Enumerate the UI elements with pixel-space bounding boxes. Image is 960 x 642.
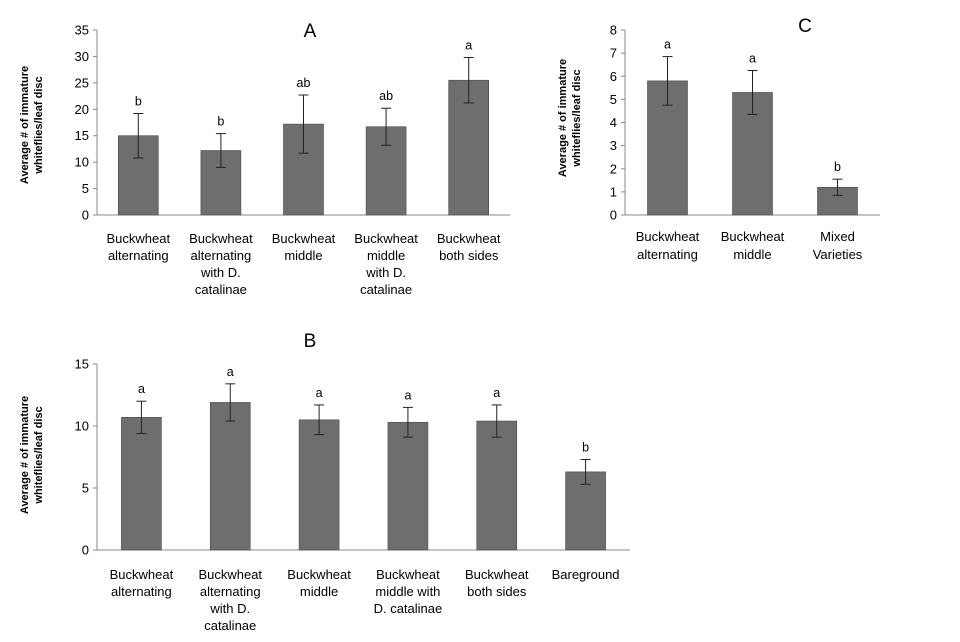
y-tick-label-b: 0 [82,543,89,558]
y-axis-label-c: Average # of immature whiteflies/leaf dis… [557,59,583,177]
significance-label-c-2: b [834,160,841,174]
y-axis-label-a: Average # of immature whiteflies/leaf dis… [19,66,45,184]
panel-title-a: A [304,21,317,42]
significance-label-c-0: a [664,38,671,52]
significance-label-a-4: a [465,38,472,52]
category-label-b-2: Buckwheat middle [287,567,351,599]
category-label-c-0: Buckwheat alternating [636,229,700,262]
category-label-b-0: Buckwheat alternating [110,567,174,599]
bar-b-0 [121,417,162,551]
category-label-b-4: Buckwheat both sides [465,567,529,599]
y-tick-label-c: 1 [610,184,617,199]
significance-label-c-1: a [749,51,756,65]
y-tick-label-c: 0 [610,208,617,223]
category-label-a-0: Buckwheat alternating [107,231,171,263]
chart-panel-b: B Average # of immature whiteflies/leaf di… [19,331,630,633]
category-label-a-2: Buckwheat middle [272,231,336,263]
significance-label-b-0: a [138,382,145,396]
category-label-b-3: Buckwheat middle with D. catalinae [374,567,443,616]
y-tick-label-c: 7 [610,46,617,61]
y-tick-label-a: 25 [75,75,89,90]
category-label-a-3: Buckwheat middle with D. catalinae [354,231,418,297]
panel-title-b: B [304,331,317,352]
significance-label-b-3: a [404,388,411,402]
category-label-b-1: Buckwheat alternating with D. catalinae [198,567,262,633]
y-axis-label-b: Average # of immature whiteflies/leaf dis… [19,396,45,514]
significance-label-a-3: ab [379,89,393,103]
y-tick-label-b: 5 [82,481,89,496]
y-tick-label-c: 2 [610,161,617,176]
y-tick-label-c: 8 [610,23,617,38]
significance-label-b-4: a [493,386,500,400]
chart-panel-a: A Average # of immature whiteflies/leaf di… [19,21,510,297]
bar-b-4 [476,420,518,551]
y-tick-label-a: 30 [75,49,89,64]
bar-b-2 [298,419,340,551]
significance-label-b-1: a [227,365,234,379]
bar-b-1 [209,402,251,551]
category-label-a-4: Buckwheat both sides [437,231,501,263]
category-label-c-1: Buckwheat middle [721,229,785,262]
significance-label-a-1: b [217,115,224,129]
panel-title-c: C [798,16,812,37]
y-tick-label-a: 10 [75,155,89,170]
bar-b-5 [565,471,606,551]
y-tick-label-a: 35 [75,23,89,38]
y-tick-label-b: 10 [75,419,89,434]
category-label-a-1: Buckwheat alternating with D. catalinae [189,231,253,297]
y-tick-label-b: 15 [75,357,89,372]
y-tick-label-a: 20 [75,102,89,117]
bar-b-3 [387,421,429,551]
chart-panel-c: C Average # of immature whiteflies/leaf di… [557,16,880,262]
bar-a-2 [283,123,324,216]
significance-label-b-2: a [316,386,323,400]
y-tick-label-a: 0 [82,208,89,223]
y-tick-label-c: 6 [610,69,617,84]
y-tick-label-c: 3 [610,138,617,153]
y-tick-label-a: 5 [82,181,89,196]
y-tick-label-c: 5 [610,92,617,107]
y-tick-label-c: 4 [610,115,617,130]
y-tick-label-a: 15 [75,128,89,143]
significance-label-a-0: b [135,95,142,109]
category-label-b-5: Bareground [552,567,620,582]
significance-label-b-5: b [582,440,589,454]
category-label-c-2: Mixed Varieties [813,229,863,262]
significance-label-a-2: ab [297,76,311,90]
